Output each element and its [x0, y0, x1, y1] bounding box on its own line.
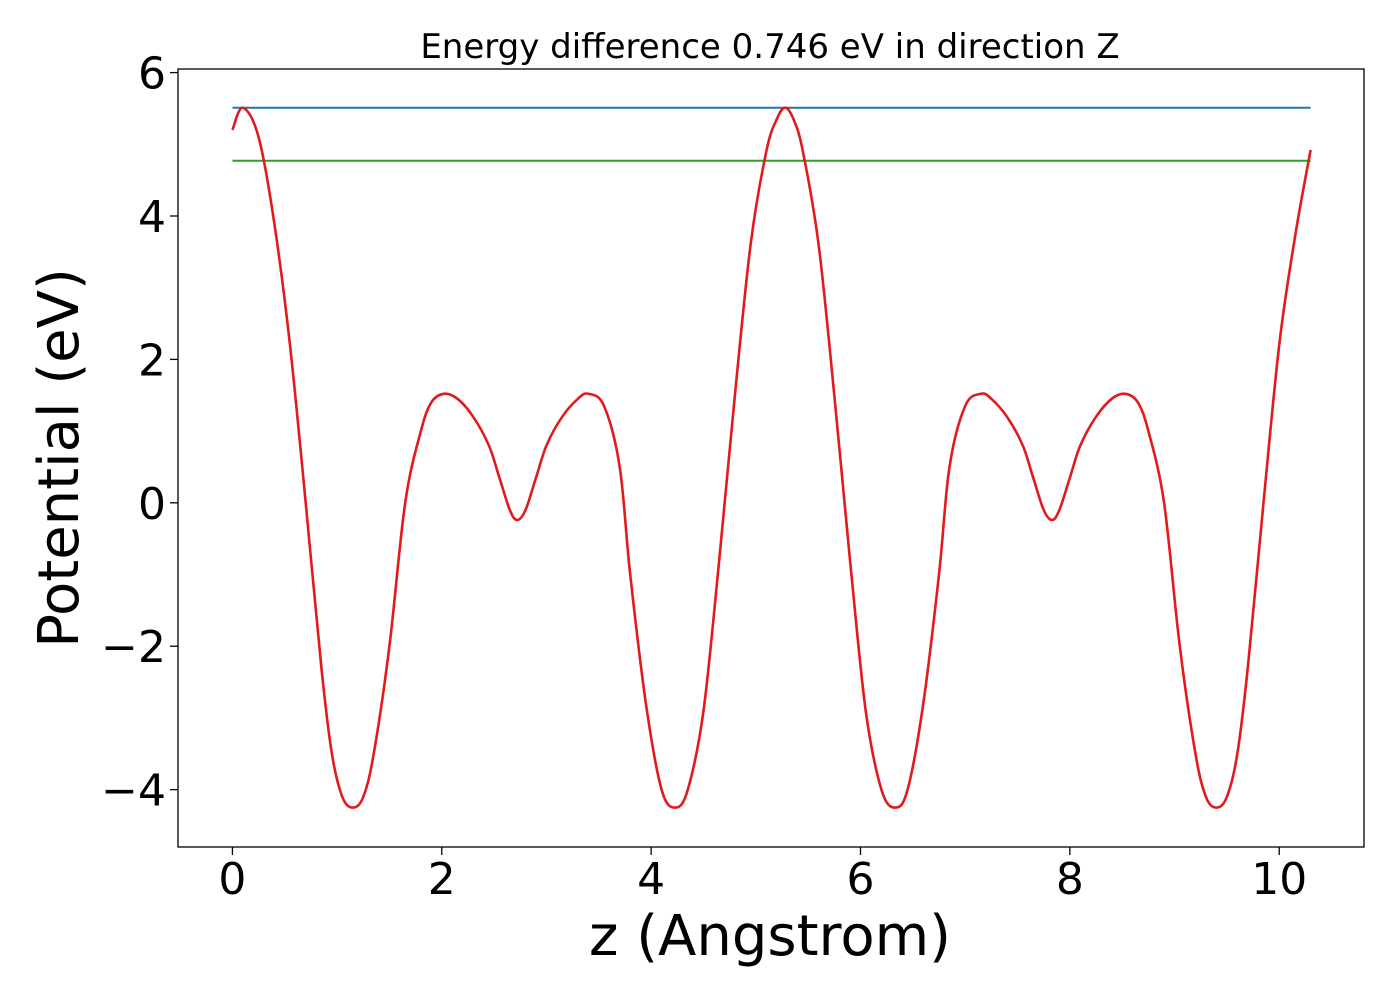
axes-frame — [177, 68, 1365, 848]
y-axis-label: Potential (eV) — [27, 268, 92, 648]
plot-area — [231, 106, 1312, 809]
y-tick-label: −2 — [101, 622, 166, 673]
x-tick-label: 2 — [428, 854, 456, 905]
y-tick-label: 6 — [138, 49, 166, 100]
y-tick-label: −4 — [101, 766, 166, 817]
y-tick-label: 4 — [138, 192, 166, 243]
x-tick-label: 6 — [846, 854, 874, 905]
y-tick-label: 0 — [138, 479, 166, 530]
potential-curve — [231, 106, 1312, 809]
chart-title: Energy difference 0.746 eV in direction … — [420, 27, 1119, 67]
x-tick-label: 10 — [1251, 854, 1307, 905]
x-tick-label: 8 — [1056, 854, 1084, 905]
x-axis-label: z (Angstrom) — [589, 904, 951, 969]
x-tick-label: 4 — [637, 854, 665, 905]
x-axis: 0 2 4 6 8 10 — [218, 847, 1307, 905]
y-tick-label: 2 — [138, 335, 166, 386]
x-tick-label: 0 — [218, 854, 246, 905]
y-axis: −4 −2 0 2 4 6 — [101, 49, 178, 817]
